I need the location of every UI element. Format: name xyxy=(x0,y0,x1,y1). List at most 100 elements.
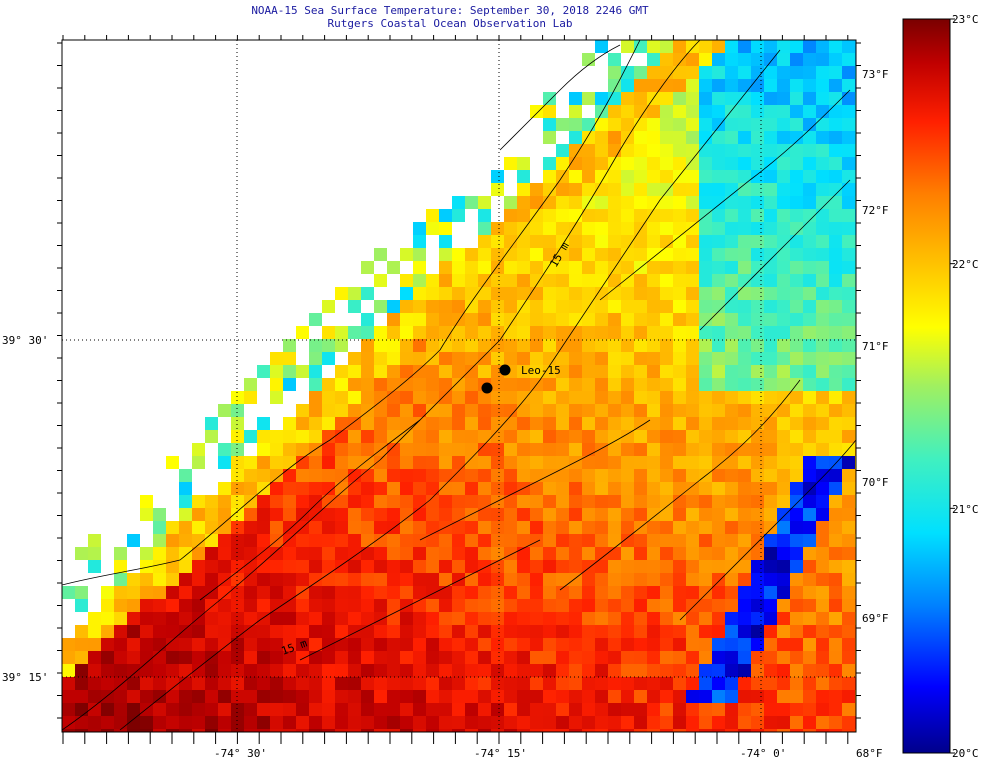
sst-pixel xyxy=(309,430,322,443)
sst-pixel xyxy=(296,599,309,612)
sst-pixel xyxy=(270,521,283,534)
sst-pixel xyxy=(699,105,712,118)
sst-pixel xyxy=(634,118,647,131)
sst-pixel xyxy=(699,508,712,521)
sst-pixel xyxy=(621,612,634,625)
sst-pixel xyxy=(686,508,699,521)
sst-pixel xyxy=(816,40,829,53)
sst-pixel xyxy=(634,40,647,53)
sst-pixel xyxy=(647,651,660,664)
sst-pixel xyxy=(491,508,504,521)
sst-pixel xyxy=(127,612,140,625)
sst-pixel xyxy=(647,261,660,274)
sst-pixel xyxy=(673,287,686,300)
sst-pixel xyxy=(790,482,803,495)
sst-pixel xyxy=(400,365,413,378)
sst-pixel xyxy=(179,508,192,521)
sst-pixel xyxy=(478,651,491,664)
sst-pixel xyxy=(296,443,309,456)
sst-pixel xyxy=(374,482,387,495)
sst-pixel xyxy=(790,261,803,274)
sst-pixel xyxy=(556,495,569,508)
sst-pixel xyxy=(517,339,530,352)
sst-pixel xyxy=(608,443,621,456)
sst-pixel xyxy=(374,508,387,521)
sst-pixel xyxy=(738,430,751,443)
sst-pixel xyxy=(816,417,829,430)
sst-pixel xyxy=(842,456,855,469)
sst-pixel xyxy=(842,703,855,716)
sst-pixel xyxy=(803,469,816,482)
sst-pixel xyxy=(504,651,517,664)
sst-pixel xyxy=(803,560,816,573)
sst-pixel xyxy=(712,534,725,547)
sst-pixel xyxy=(790,144,803,157)
sst-pixel xyxy=(504,443,517,456)
sst-pixel xyxy=(530,417,543,430)
sst-pixel xyxy=(608,235,621,248)
sst-pixel xyxy=(179,586,192,599)
sst-pixel xyxy=(673,144,686,157)
sst-pixel xyxy=(257,703,270,716)
sst-pixel xyxy=(803,339,816,352)
sst-pixel xyxy=(478,300,491,313)
sst-pixel xyxy=(764,573,777,586)
sst-pixel xyxy=(790,651,803,664)
sst-pixel xyxy=(803,404,816,417)
sst-pixel xyxy=(699,118,712,131)
sst-pixel xyxy=(400,547,413,560)
sst-pixel xyxy=(816,183,829,196)
sst-pixel xyxy=(75,586,88,599)
sst-pixel xyxy=(114,703,127,716)
sst-pixel xyxy=(543,495,556,508)
sst-pixel xyxy=(556,469,569,482)
sst-pixel xyxy=(374,326,387,339)
sst-pixel xyxy=(712,66,725,79)
coastline xyxy=(62,40,641,586)
sst-pixel xyxy=(205,690,218,703)
sst-pixel xyxy=(166,638,179,651)
sst-pixel xyxy=(829,599,842,612)
sst-pixel xyxy=(283,664,296,677)
sst-pixel xyxy=(621,508,634,521)
sst-pixel xyxy=(816,391,829,404)
sst-pixel xyxy=(712,131,725,144)
sst-pixel xyxy=(140,677,153,690)
sst-pixel xyxy=(75,547,88,560)
sst-pixel xyxy=(803,235,816,248)
sst-pixel xyxy=(751,547,764,560)
sst-pixel xyxy=(673,391,686,404)
sst-pixel xyxy=(517,417,530,430)
sst-pixel xyxy=(751,664,764,677)
sst-pixel xyxy=(842,274,855,287)
sst-pixel xyxy=(413,222,426,235)
sst-pixel xyxy=(517,469,530,482)
sst-pixel xyxy=(114,547,127,560)
sst-pixel xyxy=(348,456,361,469)
sst-pixel xyxy=(387,404,400,417)
sst-pixel xyxy=(244,664,257,677)
sst-pixel xyxy=(621,235,634,248)
sst-pixel xyxy=(842,586,855,599)
sst-pixel xyxy=(114,612,127,625)
sst-pixel xyxy=(712,612,725,625)
sst-pixel xyxy=(816,261,829,274)
sst-pixel xyxy=(439,586,452,599)
sst-pixel xyxy=(309,651,322,664)
sst-pixel xyxy=(400,690,413,703)
sst-pixel xyxy=(387,703,400,716)
sst-pixel xyxy=(283,677,296,690)
sst-pixel xyxy=(205,703,218,716)
sst-pixel xyxy=(608,196,621,209)
sst-pixel xyxy=(855,690,856,703)
sst-pixel xyxy=(179,716,192,729)
sst-pixel xyxy=(439,300,452,313)
sst-pixel xyxy=(478,404,491,417)
sst-pixel xyxy=(699,651,712,664)
sst-pixel xyxy=(452,716,465,729)
sst-pixel xyxy=(374,391,387,404)
sst-pixel xyxy=(153,560,166,573)
sst-pixel xyxy=(374,586,387,599)
sst-pixel xyxy=(595,703,608,716)
sst-pixel xyxy=(764,586,777,599)
